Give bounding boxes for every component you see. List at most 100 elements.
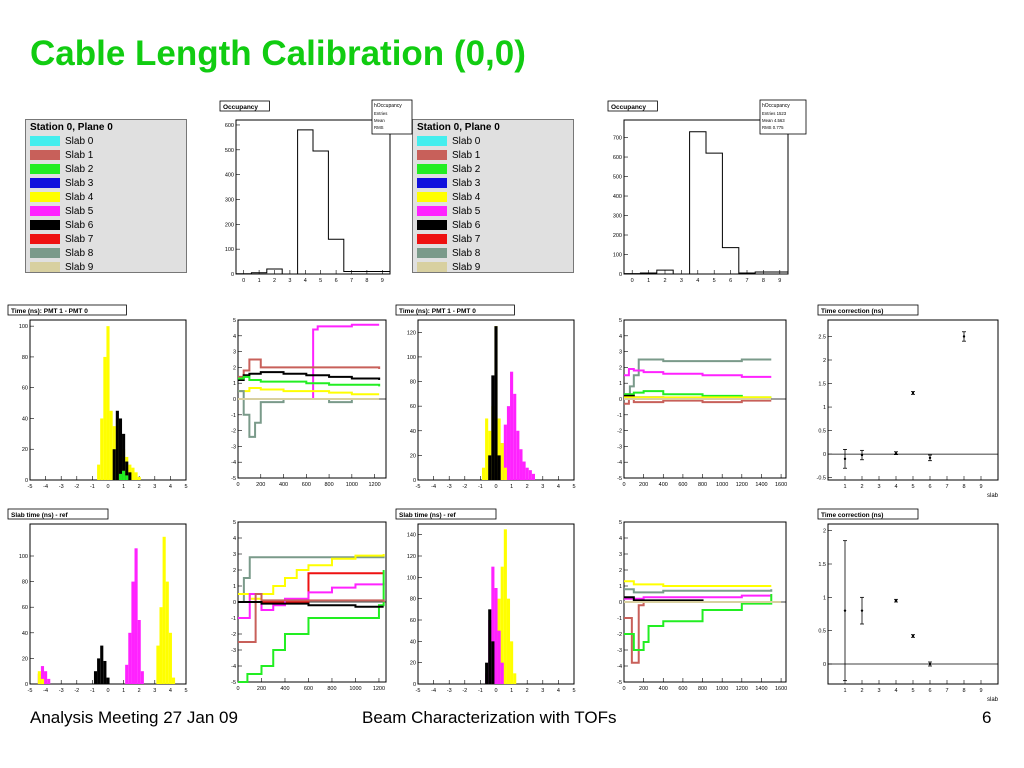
x-tick-label: 600 bbox=[678, 482, 687, 488]
y-tick-label: 1 bbox=[233, 381, 236, 387]
histogram-bin bbox=[510, 371, 514, 480]
y-tick-label: 2 bbox=[823, 529, 826, 535]
x-tick-label: 5 bbox=[572, 688, 575, 694]
y-tick-label: 80 bbox=[410, 597, 416, 603]
plot-title: Occupancy bbox=[223, 104, 258, 111]
x-tick-label: 7 bbox=[350, 278, 353, 284]
x-tick-label: 0 bbox=[494, 484, 497, 490]
data-point bbox=[843, 457, 847, 461]
x-tick-label: 1000 bbox=[716, 686, 728, 692]
x-axis-label: slab bbox=[987, 493, 999, 499]
legend-entry: Slab 0 bbox=[26, 134, 186, 148]
histogram-bin bbox=[503, 467, 507, 480]
plot-title-box bbox=[395, 508, 497, 520]
histogram-bin bbox=[122, 433, 126, 480]
x-tick-label: 9 bbox=[979, 484, 982, 490]
histogram-bin bbox=[97, 464, 101, 480]
x-tick-label: 3 bbox=[153, 484, 156, 490]
legend-entry: Slab 7 bbox=[26, 232, 186, 246]
series-line bbox=[238, 358, 381, 378]
series-line bbox=[238, 386, 380, 396]
histogram-bin bbox=[159, 607, 163, 684]
slab-time-convergence-plot: 0 200 400 600 800 1000 1200 1400 1600 -5 -4 -3 -2 -1 0… bbox=[617, 520, 787, 692]
series-line bbox=[624, 588, 773, 594]
y-tick-label: 40 bbox=[22, 631, 28, 637]
y-tick-label: 80 bbox=[410, 380, 416, 386]
x-tick-label: 800 bbox=[698, 686, 707, 692]
y-tick-label: 40 bbox=[22, 416, 28, 422]
histogram-bin bbox=[128, 472, 132, 480]
x-tick-label: -2 bbox=[462, 688, 467, 694]
x-tick-label: 5 bbox=[911, 484, 914, 490]
series-line bbox=[624, 390, 772, 399]
legend-swatch bbox=[417, 206, 447, 216]
x-tick-label: 1600 bbox=[775, 686, 787, 692]
histogram-bin bbox=[488, 609, 492, 684]
y-tick-label: 300 bbox=[225, 197, 234, 203]
x-tick-label: -2 bbox=[74, 484, 79, 490]
y-tick-label: 700 bbox=[613, 136, 622, 142]
x-tick-label: 2 bbox=[526, 484, 529, 490]
legend-swatch bbox=[30, 150, 60, 160]
legend-entry: Slab 2 bbox=[413, 162, 573, 176]
legend-label: Slab 6 bbox=[452, 219, 481, 231]
y-tick-label: 0 bbox=[231, 272, 234, 278]
y-tick-label: 5 bbox=[233, 318, 236, 324]
data-point bbox=[911, 391, 915, 395]
histogram-bin bbox=[171, 677, 176, 684]
legend-entry: Slab 3 bbox=[26, 176, 186, 190]
y-tick-label: -4 bbox=[231, 664, 236, 670]
histogram-bin bbox=[500, 662, 504, 684]
histogram-bin bbox=[128, 464, 132, 480]
y-tick-label: 1 bbox=[619, 381, 622, 387]
x-tick-label: 2 bbox=[526, 688, 529, 694]
legend-swatch bbox=[417, 164, 447, 174]
x-tick-label: 1000 bbox=[349, 686, 361, 692]
histogram-bin bbox=[137, 620, 141, 684]
histogram-bin bbox=[112, 449, 116, 480]
x-tick-label: 1 bbox=[122, 688, 125, 694]
histogram-bin bbox=[122, 470, 126, 480]
y-tick-label: 1 bbox=[233, 584, 236, 590]
x-tick-label: 0 bbox=[236, 686, 239, 692]
x-tick-label: 8 bbox=[762, 278, 765, 284]
series-line bbox=[238, 570, 385, 683]
plot-title-box bbox=[7, 508, 109, 520]
histogram-bin bbox=[497, 418, 501, 480]
legend-swatch bbox=[417, 248, 447, 258]
legend-label: Slab 2 bbox=[452, 163, 481, 175]
legend-entry: Slab 1 bbox=[26, 148, 186, 162]
histogram-bin bbox=[510, 641, 514, 684]
slab-legend: Station 0, Plane 0 Slab 0 Slab 1 Slab 2 Slab… bbox=[25, 119, 187, 273]
series-line bbox=[238, 555, 385, 603]
y-tick-label: 0 bbox=[823, 452, 826, 458]
y-tick-label: 140 bbox=[407, 533, 416, 539]
x-tick-label: 9 bbox=[778, 278, 781, 284]
y-tick-label: 4 bbox=[619, 536, 622, 542]
x-tick-label: 6 bbox=[729, 278, 732, 284]
histogram-bin bbox=[488, 455, 492, 480]
histogram-bin bbox=[491, 375, 495, 480]
time-difference-convergence-plot: 0 200 400 600 800 1000 1200 1400 1600 -5 -4 -3 -2 -1 0… bbox=[617, 318, 787, 488]
series-line bbox=[624, 601, 772, 664]
y-tick-label: 120 bbox=[407, 554, 416, 560]
x-tick-label: -4 bbox=[43, 484, 48, 490]
legend-title: Station 0, Plane 0 bbox=[417, 122, 500, 133]
slide-title: Cable Length Calibration (0,0) bbox=[30, 34, 526, 73]
legend-label: Slab 9 bbox=[452, 261, 481, 273]
y-tick-label: 600 bbox=[613, 155, 622, 161]
histogram-bin bbox=[115, 410, 119, 480]
histogram-bin bbox=[503, 424, 507, 480]
x-tick-label: 1 bbox=[843, 484, 846, 490]
y-tick-label: 20 bbox=[22, 656, 28, 662]
legend-swatch bbox=[417, 178, 447, 188]
y-tick-label: 0 bbox=[619, 272, 622, 278]
histogram-bin bbox=[165, 581, 169, 684]
plot-title-box bbox=[395, 304, 515, 316]
histogram-bin bbox=[156, 645, 160, 684]
legend-entry: Slab 1 bbox=[413, 148, 573, 162]
y-tick-label: 20 bbox=[22, 447, 28, 453]
histogram-bin bbox=[528, 470, 532, 480]
x-tick-label: -5 bbox=[416, 484, 421, 490]
stats-line: Entries bbox=[374, 111, 387, 116]
